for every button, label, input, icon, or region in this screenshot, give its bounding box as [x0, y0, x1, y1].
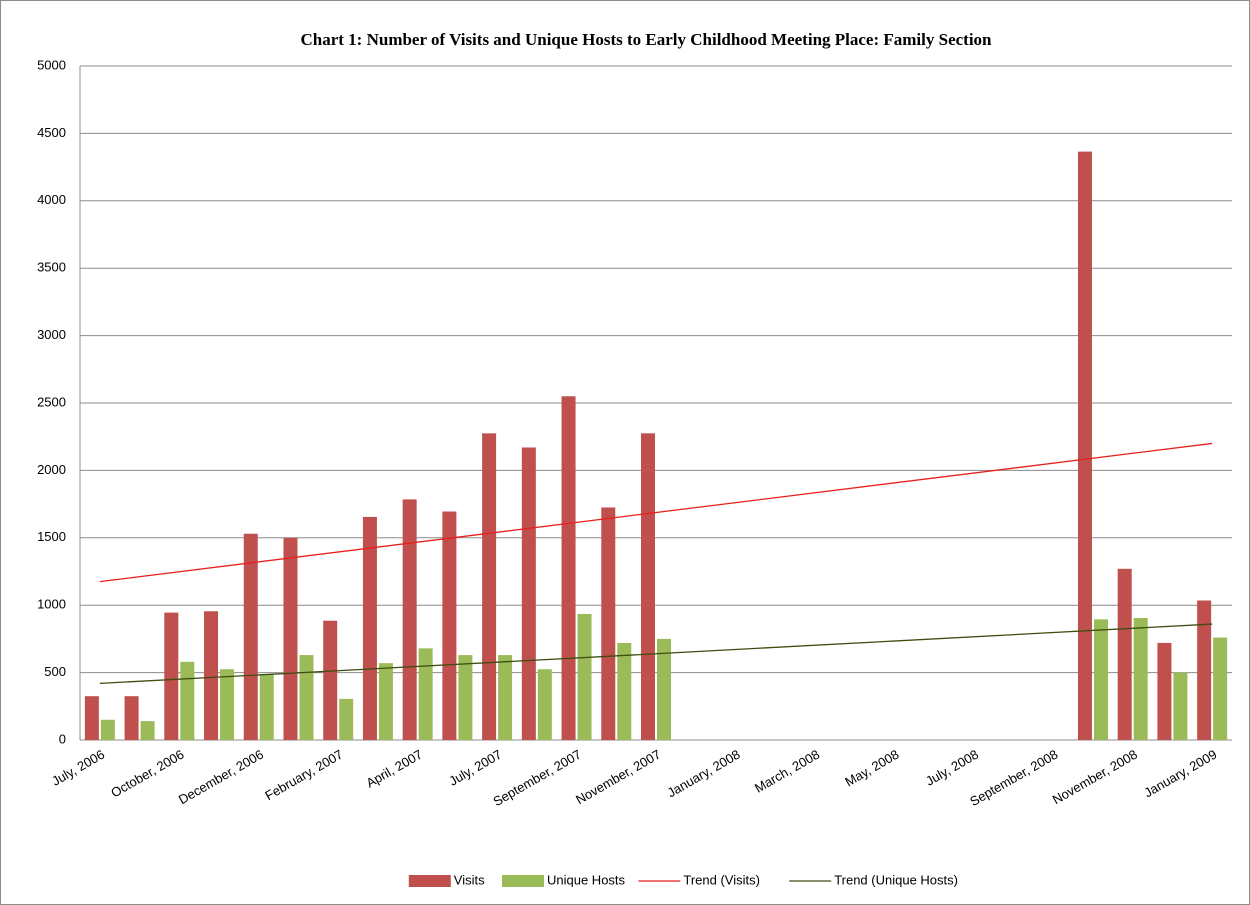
y-tick-label: 4000 [37, 192, 66, 207]
bar [180, 661, 195, 740]
bar [1093, 619, 1108, 740]
y-tick-label: 1000 [37, 597, 66, 612]
legend-swatch [502, 875, 544, 887]
bar [84, 696, 99, 740]
bar [601, 507, 616, 740]
trend-line [99, 442, 1213, 583]
legend-swatch [408, 875, 451, 887]
legend-label: Visits [454, 872, 485, 887]
bar [498, 655, 513, 740]
bar [617, 642, 632, 740]
bar [521, 447, 536, 740]
bar [283, 537, 298, 740]
bar [1157, 642, 1172, 740]
bar [1197, 600, 1212, 740]
legend-label: Trend (Visits) [683, 872, 760, 887]
bar [124, 696, 139, 740]
bar [100, 719, 115, 740]
y-tick-label: 2500 [37, 394, 66, 409]
bar [1077, 151, 1092, 740]
bar [577, 613, 592, 740]
bar [418, 648, 433, 740]
bar [1117, 568, 1132, 740]
bar [1213, 637, 1228, 740]
bar [442, 511, 457, 740]
y-tick-label: 5000 [37, 57, 66, 72]
y-tick-label: 3000 [37, 327, 66, 342]
trend-line [99, 623, 1213, 685]
bar [1173, 672, 1188, 740]
bar [204, 611, 219, 740]
bar [339, 698, 354, 740]
bar [641, 433, 655, 740]
bar [402, 499, 417, 740]
bar [362, 516, 377, 740]
y-tick-label: 1500 [37, 529, 66, 544]
bar [561, 396, 576, 740]
bar [537, 669, 552, 740]
y-tick-label: 0 [59, 731, 66, 746]
bar [259, 673, 274, 740]
chart-title: Chart 1: Number of Visits and Unique Hos… [300, 30, 992, 49]
bar [323, 620, 338, 740]
legend-label: Trend (Unique Hosts) [834, 872, 958, 887]
bar [140, 721, 155, 740]
bar [482, 433, 497, 740]
bar [164, 612, 179, 740]
legend-label: Unique Hosts [547, 872, 626, 887]
y-tick-label: 500 [44, 664, 66, 679]
bar [220, 669, 235, 740]
y-tick-label: 2000 [37, 462, 66, 477]
bar [299, 655, 314, 740]
y-tick-label: 3500 [37, 260, 66, 275]
bar [243, 533, 258, 740]
bar [458, 655, 473, 740]
bar [1133, 618, 1148, 740]
y-tick-label: 4500 [37, 125, 66, 140]
bar [657, 638, 671, 740]
bar [378, 663, 393, 740]
